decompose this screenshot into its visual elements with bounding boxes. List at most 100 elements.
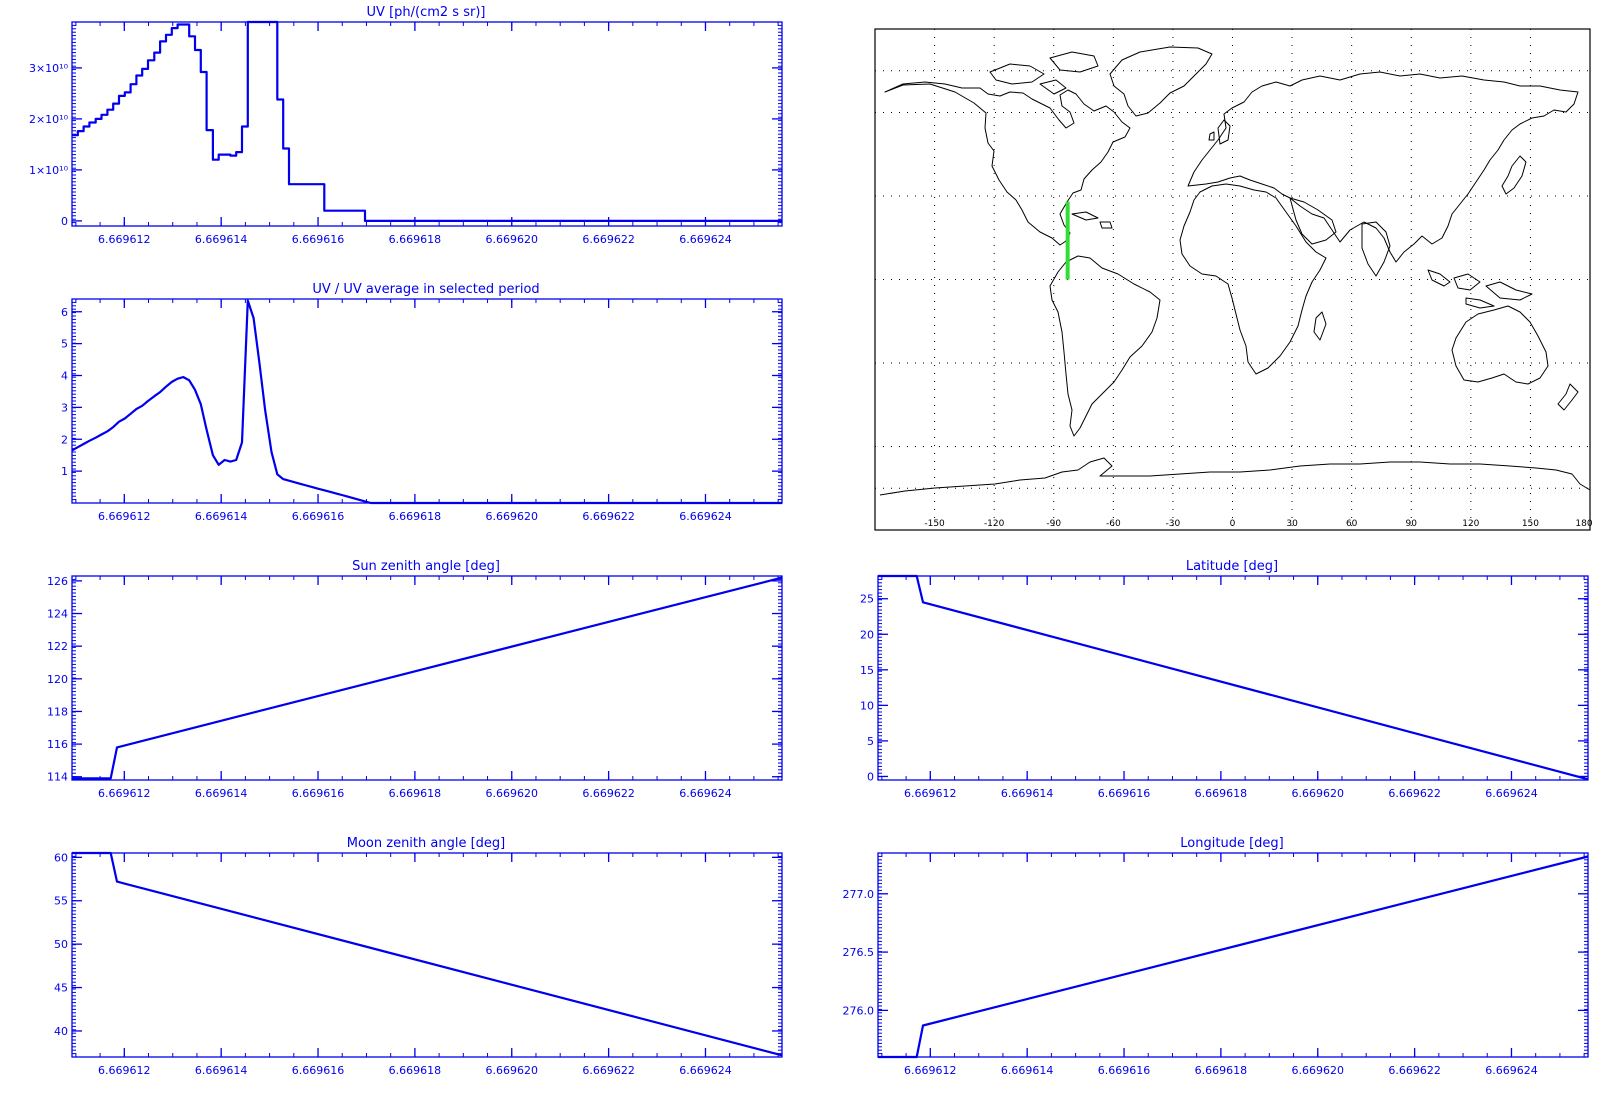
uv-x-tick-label: 6.669618 [389, 233, 442, 246]
latitude-y-tick-label: 15 [860, 664, 874, 677]
longitude-title: Longitude [deg] [1180, 836, 1283, 851]
longitude-panel: Longitude [deg] 6.669612 6.669614 6.669616… [843, 836, 1589, 1077]
latitude-x-tick-label: 6.669612 [904, 787, 957, 800]
moon-zenith-x-tick-label: 6.669614 [195, 1064, 248, 1077]
latitude-series-line [878, 574, 1589, 781]
longitude-y-tick-label: 276.5 [843, 946, 875, 959]
coast-uk [1208, 119, 1231, 145]
coast-india [1361, 221, 1391, 277]
longitude-y-tick-label: 276.0 [843, 1004, 875, 1017]
uv-ratio-series-line [71, 299, 782, 505]
moon-zenith-series-line [72, 851, 783, 1057]
moon-zenith-x-tick-label: 6.669622 [582, 1064, 635, 1077]
moon-zenith-x-tick-label: 6.669612 [98, 1064, 151, 1077]
coast-antarctica [879, 457, 1591, 496]
map-longitude-label: -120 [984, 519, 1005, 529]
uv-ratio-title: UV / UV average in selected period [312, 282, 539, 297]
longitude-x-tick-label: 6.669622 [1388, 1064, 1441, 1077]
coast-new-zealand [1557, 383, 1579, 411]
latitude-y-tick-label: 20 [860, 628, 874, 641]
moon-zenith-y-tick-label: 50 [54, 938, 68, 951]
latitude-title: Latitude [deg] [1186, 559, 1278, 574]
map-longitude-label: -60 [1106, 519, 1121, 529]
map-longitude-label: -30 [1166, 519, 1181, 529]
uv-x-tick-label: 6.669614 [195, 233, 248, 246]
moon-zenith-y-tick-label: 55 [54, 895, 68, 908]
map-longitude-label: 180 [1575, 519, 1592, 529]
sun-zenith-title: Sun zenith angle [deg] [352, 559, 500, 574]
uv-ratio-x-tick-label: 6.669622 [582, 510, 635, 523]
latitude-x-tick-label: 6.669624 [1485, 787, 1538, 800]
latitude-x-tick-label: 6.669616 [1098, 787, 1151, 800]
uv-ratio-x-tick-label: 6.669618 [389, 510, 442, 523]
world-map: -150 -120 -90 -60 -30 0 30 60 90 120 150 180 [874, 28, 1593, 531]
map-longitude-label: 30 [1286, 519, 1298, 529]
map-longitude-label: 60 [1346, 519, 1358, 529]
coast-japan [1501, 155, 1527, 195]
uv-x-tick-label: 6.669624 [679, 233, 732, 246]
uv-minor-ticks [72, 21, 782, 227]
sun-zenith-y-tick-label: 118 [47, 705, 68, 718]
latitude-y-tick-label: 5 [867, 735, 874, 748]
coast-greenland [1109, 46, 1213, 117]
uv-y-tick-label: 1×10¹⁰ [29, 164, 69, 177]
longitude-x-tick-label: 6.669614 [1001, 1064, 1054, 1077]
sun-zenith-y-tick-label: 116 [47, 738, 68, 751]
coast-africa [1179, 183, 1327, 375]
sun-zenith-panel: Sun zenith angle [deg] 6.669612 6.669614 6… [47, 559, 783, 800]
uv-ratio-y-tick-label: 6 [61, 306, 68, 319]
latitude-x-tick-label: 6.669618 [1195, 787, 1248, 800]
sun-zenith-y-tick-label: 122 [47, 640, 68, 653]
moon-zenith-y-tick-label: 45 [54, 982, 68, 995]
moon-zenith-y-tick-label: 40 [54, 1025, 68, 1038]
map-longitude-label: 150 [1522, 519, 1539, 529]
moon-zenith-x-tick-label: 6.669620 [486, 1064, 539, 1077]
sun-zenith-x-tick-label: 6.669622 [582, 787, 635, 800]
uv-y-tick-label: 0 [61, 215, 68, 228]
uv-panel: UV [ph/(cm2 s sr)] 6.669612 6.669614 6.669… [29, 5, 783, 246]
sun-zenith-x-tick-label: 6.669624 [679, 787, 732, 800]
longitude-y-tick-label: 277.0 [843, 888, 875, 901]
sun-zenith-y-tick-label: 120 [47, 673, 68, 686]
sun-zenith-y-tick-label: 126 [47, 575, 68, 588]
uv-ratio-panel: UV / UV average in selected period 6.669… [61, 282, 783, 523]
map-coastlines [879, 46, 1591, 496]
uv-ratio-x-tick-label: 6.669620 [486, 510, 539, 523]
uv-title: UV [ph/(cm2 s sr)] [367, 5, 486, 20]
uv-ratio-y-tick-label: 1 [61, 465, 68, 478]
moon-zenith-x-tick-label: 6.669618 [389, 1064, 442, 1077]
longitude-x-tick-label: 6.669618 [1195, 1064, 1248, 1077]
longitude-x-tick-label: 6.669620 [1292, 1064, 1345, 1077]
latitude-x-tick-label: 6.669620 [1292, 787, 1345, 800]
sun-zenith-x-tick-label: 6.669614 [195, 787, 248, 800]
map-longitude-labels: -150 -120 -90 -60 -30 0 30 60 90 120 150 180 [924, 519, 1592, 529]
uv-y-tick-label: 2×10¹⁰ [29, 113, 69, 126]
sun-zenith-x-tick-label: 6.669612 [98, 787, 151, 800]
sun-zenith-x-tick-label: 6.669620 [486, 787, 539, 800]
latitude-y-tick-label: 10 [860, 699, 874, 712]
moon-zenith-x-tick-label: 6.669616 [292, 1064, 345, 1077]
map-longitude-label: -90 [1046, 519, 1061, 529]
uv-ratio-y-tick-label: 3 [61, 401, 68, 414]
coast-arabia [1289, 197, 1337, 245]
latitude-x-tick-label: 6.669622 [1388, 787, 1441, 800]
uv-y-tick-label: 3×10¹⁰ [29, 62, 69, 75]
uv-x-tick-label: 6.669612 [98, 233, 151, 246]
map-longitude-label: 120 [1462, 519, 1479, 529]
coast-caribbean [1071, 211, 1113, 229]
map-longitude-label: -150 [924, 519, 945, 529]
coast-australia [1451, 305, 1549, 385]
longitude-x-tick-label: 6.669624 [1485, 1064, 1538, 1077]
latitude-y-tick-label: 0 [867, 770, 874, 783]
moon-zenith-title: Moon zenith angle [deg] [347, 836, 505, 851]
uv-ratio-y-tick-label: 5 [61, 338, 68, 351]
coast-north-america [884, 81, 1131, 246]
moon-zenith-panel: Moon zenith angle [deg] 6.669612 6.669614… [54, 836, 783, 1077]
moon-zenith-y-tick-label: 60 [54, 851, 68, 864]
latitude-x-tick-label: 6.669614 [1001, 787, 1054, 800]
moon-zenith-x-tick-label: 6.669624 [679, 1064, 732, 1077]
coast-eurasia [1187, 71, 1579, 263]
coast-madagascar [1313, 311, 1327, 341]
map-longitude-label: 90 [1406, 519, 1418, 529]
